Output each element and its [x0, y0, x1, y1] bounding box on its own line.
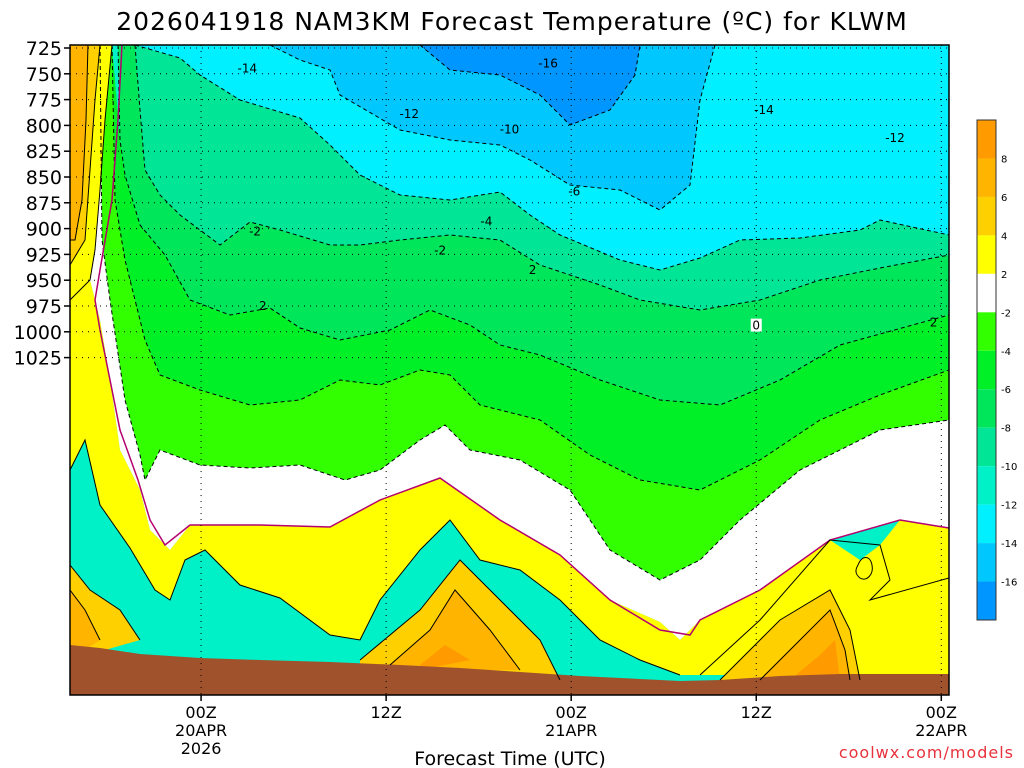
band-pos6-pos8: [70, 590, 100, 660]
band-neg8-neg10: [135, 45, 949, 310]
y-tick-label: 850: [26, 167, 62, 189]
contour-label: -12: [885, 131, 905, 145]
x-tick-label: 22APR: [915, 721, 967, 740]
contour-label: 2: [930, 316, 938, 330]
x-tick-label: 12Z: [741, 703, 772, 722]
colorbar-label: -12: [1001, 501, 1017, 512]
warm-bubble-day2: [855, 557, 873, 580]
x-tick-label: 2026: [181, 739, 222, 758]
y-tick-label: 950: [26, 270, 62, 292]
y-tick-label: 725: [26, 38, 62, 60]
contour-label: -14: [238, 62, 258, 76]
colorbar-swatch: [977, 312, 996, 351]
contour-label: -16: [538, 56, 558, 70]
colorbar-swatch: [977, 235, 996, 274]
colorbar-label: -14: [1001, 539, 1017, 550]
contour-label: 0: [752, 319, 760, 333]
colorbar-swatch: [977, 350, 996, 390]
y-tick-label: 975: [26, 296, 62, 318]
credit-link[interactable]: coolwx.com/models: [839, 743, 1014, 762]
y-axis: 725 750 775 800 825 850 875 900 925 950 975 1000 102…: [14, 38, 70, 370]
plot-area: -16 -14 -14 -12 -12 -10 -6 -4 -2 -2 2 2 0 2: [70, 45, 949, 695]
y-tick-label: 750: [26, 64, 62, 86]
colorbar-label: -16: [1001, 578, 1017, 589]
colorbar-label: 2: [1001, 270, 1007, 281]
negative-isotherms: [99, 45, 949, 581]
contour-label: -12: [399, 107, 419, 121]
band-neg4-neg6: [112, 45, 949, 490]
y-tick-label: 875: [26, 193, 62, 215]
contour-label: 2: [529, 263, 537, 277]
x-axis-label: Forecast Time (UTC): [414, 748, 605, 768]
band-pos6-pos8-upper: [70, 45, 88, 240]
positive-isotherms: [70, 45, 949, 681]
contour-label: -4: [480, 214, 492, 228]
colorbar-label: 4: [1001, 231, 1007, 242]
colorbar-label: -6: [1001, 385, 1011, 396]
y-tick-label: 825: [26, 141, 62, 163]
x-tick-label: 20APR: [175, 721, 227, 740]
y-tick-label: 1000: [14, 322, 62, 344]
colorbar-label: -4: [1001, 347, 1011, 358]
grid-lines: [70, 45, 949, 695]
y-tick-label: 775: [26, 90, 62, 112]
x-tick-label: 00Z: [926, 703, 957, 722]
contour-label-bg: [750, 318, 762, 332]
contour-label: -6: [568, 184, 580, 198]
colorbar-swatch: [977, 504, 996, 544]
contour-label: -14: [754, 103, 774, 117]
colorbar-label: -10: [1001, 462, 1017, 473]
y-tick-label: 900: [26, 219, 62, 241]
chart-title: 2026041918 NAM3KM Forecast Temperature (…: [116, 7, 908, 36]
band-below-neg16: [420, 45, 640, 125]
colorbar: 8 6 4 2 -2 -4 -6 -8 -10 -12 -14 -16: [976, 119, 1017, 621]
freezing-line: [94, 45, 949, 636]
contour-label: 2: [259, 299, 267, 313]
colorbar-swatch: [977, 120, 996, 159]
terrain: [70, 645, 949, 695]
band-neg2-pos2: [70, 45, 949, 640]
x-tick-label: 21APR: [545, 721, 597, 740]
contour-label: -2: [434, 243, 446, 257]
band-pos6-pos8-day1: [390, 590, 520, 670]
colorbar-swatch: [977, 389, 996, 428]
colorbar-swatch: [977, 543, 996, 582]
colorbar-label: -2: [1001, 308, 1011, 319]
contour-label: -10: [500, 123, 520, 137]
band-neg6-neg8: [118, 45, 949, 405]
colorbar-swatch: [977, 158, 996, 197]
x-tick-label: 00Z: [556, 703, 587, 722]
colorbar-label: -8: [1001, 424, 1011, 435]
colorbar-frame: [976, 119, 997, 621]
y-tick-label: 925: [26, 244, 62, 266]
colorbar-swatch: [977, 581, 996, 620]
band-pos8-pos10-day1: [420, 645, 470, 670]
x-tick-label: 12Z: [370, 703, 401, 722]
band-pos2-pos4: [70, 250, 949, 675]
contour-label: -2: [249, 225, 261, 239]
x-tick-label: 00Z: [185, 703, 216, 722]
y-tick-label: 800: [26, 115, 62, 137]
plot-frame: [69, 44, 950, 696]
colorbar-swatch: [977, 273, 996, 313]
colorbar-label: 8: [1001, 154, 1007, 165]
contour-labels: -16 -14 -14 -12 -12 -10 -6 -4 -2 -2 2 2 0 2: [238, 56, 938, 332]
colorbar-swatch: [977, 196, 996, 236]
band-pos8-pos10-day2: [790, 640, 840, 680]
colorbar-swatch: [977, 466, 996, 505]
y-tick-label: 1025: [14, 348, 62, 370]
colorbar-swatch: [977, 427, 996, 467]
colorbar-label: 6: [1001, 193, 1007, 204]
band-neg2-neg4: [100, 45, 949, 580]
